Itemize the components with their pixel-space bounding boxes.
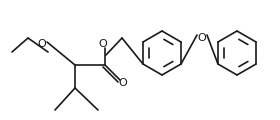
Text: O: O [99,39,107,49]
Text: O: O [119,78,127,88]
Text: O: O [198,33,206,43]
Text: O: O [38,39,46,49]
